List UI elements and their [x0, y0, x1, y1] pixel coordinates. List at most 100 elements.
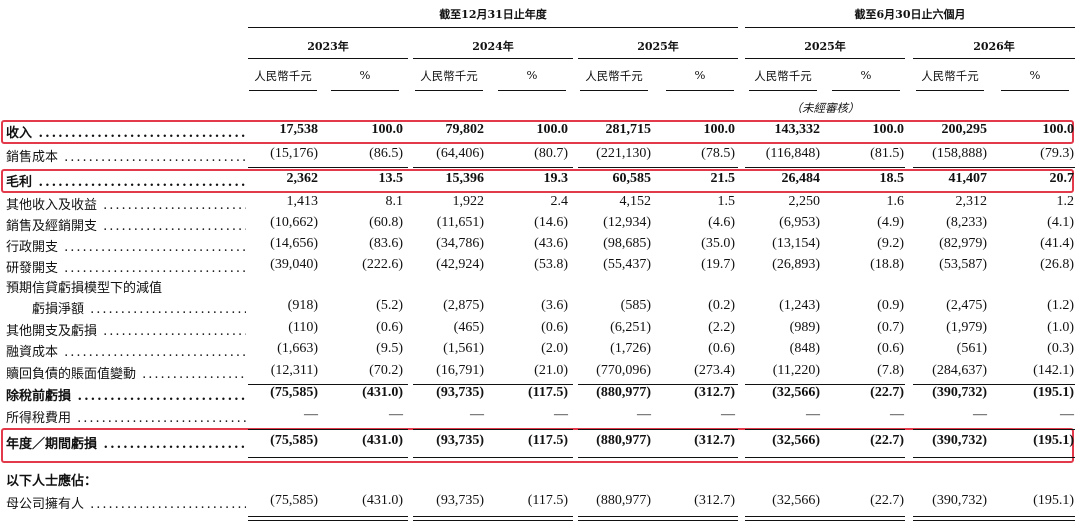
cell-amount: (32,566)	[772, 433, 820, 448]
cell-amount: (34,786)	[436, 236, 484, 251]
cell-amount: (82,979)	[939, 236, 987, 251]
leader-dots: ........................................…	[103, 324, 246, 339]
cell-amount: 2,312	[955, 194, 988, 209]
cell-amount: (98,685)	[603, 236, 651, 251]
row-label: 收入 .....................................…	[6, 122, 246, 141]
leader-dots: ........................................…	[90, 302, 246, 317]
cell-percent: 20.7	[1049, 171, 1075, 186]
cell-percent: 100.0	[536, 122, 569, 137]
cell-percent: 18.5	[879, 171, 905, 186]
cell-percent: (35.0)	[701, 236, 735, 251]
highlight-gross-profit	[1, 169, 1074, 193]
row-label: 銷售及經銷開支 ................................…	[6, 215, 246, 234]
cell-percent: (0.6)	[541, 320, 568, 335]
leader-dots: ........................................…	[77, 411, 246, 426]
cell-amount: (390,732)	[932, 385, 987, 400]
row-label: 行政開支 ...................................…	[6, 236, 246, 255]
cell-amount: 1,922	[452, 194, 485, 209]
unit-underline	[331, 90, 399, 91]
cell-percent: (7.8)	[877, 363, 904, 378]
cell-amount: (39,040)	[270, 257, 318, 272]
cell-percent: (312.7)	[694, 385, 735, 400]
cell-percent: (312.7)	[694, 493, 735, 508]
year-2025-annual: 2025年	[637, 40, 679, 53]
unaudited-note: （未經審核）	[790, 101, 860, 115]
row-label-text: 毛利	[6, 175, 33, 190]
double-rule-2023	[248, 516, 408, 521]
subtotal-rule-before-tax	[913, 384, 1075, 385]
row-label: 融資成本 ...................................…	[6, 341, 246, 360]
unit-pct-label: %	[359, 68, 371, 82]
cell-percent: 100.0	[872, 122, 905, 137]
cell-percent: (0.6)	[708, 341, 735, 356]
cell-amount: (93,735)	[436, 433, 484, 448]
total-rule-loss	[578, 457, 738, 458]
cell-amount: (26,893)	[772, 257, 820, 272]
year-2024: 2024年	[472, 40, 514, 53]
cell-percent: (2.2)	[708, 320, 735, 335]
cell-amount: (390,732)	[932, 493, 987, 508]
cell-percent: (22.7)	[870, 433, 904, 448]
unit-pct-label: %	[860, 68, 872, 82]
cell-percent: —	[1060, 407, 1074, 422]
table-row: 以下人士應佔：	[0, 470, 1080, 490]
total-rule-loss	[248, 457, 408, 458]
double-rule-2025i	[745, 516, 905, 521]
cell-percent: —	[389, 407, 403, 422]
leader-dots: ........................................…	[64, 345, 246, 360]
row-label: 其他收入及收益 ................................…	[6, 194, 246, 213]
table-row: 所得稅費用 ..................................…	[0, 407, 1080, 427]
cell-amount: (2,475)	[946, 298, 987, 313]
cell-percent: 19.3	[543, 171, 569, 186]
subtotal-rule-loss	[745, 429, 905, 430]
year-rule-2023	[248, 58, 408, 59]
cell-percent: —	[890, 407, 904, 422]
cell-amount: 200,295	[941, 122, 988, 137]
cell-amount: (75,585)	[270, 385, 318, 400]
table-row: 其他開支及虧損 ................................…	[0, 320, 1080, 340]
cell-amount: 143,332	[774, 122, 821, 137]
cell-percent: (4.6)	[708, 215, 735, 230]
year-2023: 2023年	[307, 40, 349, 53]
cell-percent: (312.7)	[694, 433, 735, 448]
cell-percent: (9.5)	[376, 341, 403, 356]
cell-amount: (116,848)	[765, 146, 820, 161]
table-row: 贖回負債的賬面值變動 .............................…	[0, 363, 1080, 383]
table-row: 融資成本 ...................................…	[0, 341, 1080, 361]
row-label: 其他開支及虧損 ................................…	[6, 320, 246, 339]
cell-percent: (60.8)	[369, 215, 403, 230]
cell-amount: 2,250	[788, 194, 821, 209]
cell-percent: (431.0)	[362, 493, 403, 508]
cell-amount: (6,251)	[610, 320, 651, 335]
cell-amount: 4,152	[619, 194, 652, 209]
cell-percent: (83.6)	[369, 236, 403, 251]
cell-amount: —	[304, 407, 318, 422]
subtotal-rule-gross-profit	[913, 167, 1075, 168]
cell-amount: (6,953)	[779, 215, 820, 230]
unit-pct-label: %	[694, 68, 706, 82]
row-label: 研發開支 ...................................…	[6, 257, 246, 276]
cell-amount: (53,587)	[939, 257, 987, 272]
cell-percent: 1.6	[886, 194, 905, 209]
row-label: 預期信貸虧損模型下的減值	[6, 277, 246, 296]
table-row: 毛利 .....................................…	[0, 171, 1080, 191]
cell-amount: (15,176)	[270, 146, 318, 161]
cell-percent: (26.8)	[1040, 257, 1074, 272]
row-label-text: 其他開支及虧損	[6, 324, 98, 339]
cell-percent: (117.5)	[527, 493, 568, 508]
cell-amount: (465)	[453, 320, 484, 335]
unit-pct-label: %	[1029, 68, 1041, 82]
cell-percent: (195.1)	[1033, 493, 1074, 508]
cell-percent: (22.7)	[870, 385, 904, 400]
row-label-text: 行政開支	[6, 240, 59, 255]
cell-percent: (0.7)	[877, 320, 904, 335]
cell-percent: (43.6)	[534, 236, 568, 251]
cell-percent: (70.2)	[369, 363, 403, 378]
cell-percent: (0.3)	[1047, 341, 1074, 356]
cell-percent: 100.0	[371, 122, 404, 137]
cell-amount: (110)	[288, 320, 318, 335]
row-label-text: 所得稅費用	[6, 411, 72, 426]
subtotal-rule-gross-profit	[745, 167, 905, 168]
unit-rmb-label: 人民幣千元	[585, 69, 643, 83]
unit-underline	[249, 90, 317, 91]
